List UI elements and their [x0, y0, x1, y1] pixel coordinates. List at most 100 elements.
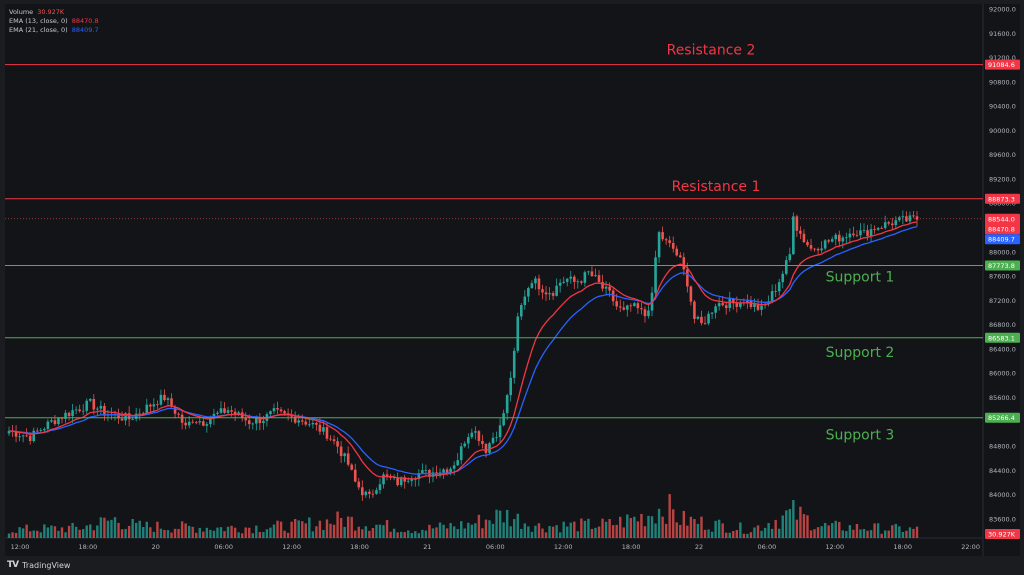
candle-body — [555, 285, 558, 296]
volume-bar — [329, 523, 332, 538]
candle-body — [837, 234, 841, 242]
volume-bar — [594, 527, 597, 538]
volume-bar — [636, 521, 640, 538]
volume-bar — [633, 516, 636, 538]
candle-body — [845, 237, 848, 239]
volume-bar — [915, 526, 919, 538]
candle-body — [382, 474, 385, 485]
candle-body — [576, 281, 580, 283]
candle-body — [484, 443, 488, 453]
time-tick-label: 22 — [695, 543, 703, 551]
candle-body — [534, 278, 537, 284]
candle-body — [901, 216, 905, 218]
volume-bar — [318, 520, 322, 538]
legend-ema21[interactable]: EMA (21, close, 0) 88409.7 — [9, 26, 99, 35]
candle-body — [883, 222, 887, 229]
candle-body — [608, 286, 611, 291]
candle-body — [276, 408, 279, 410]
volume-bar — [703, 529, 707, 538]
price-tick-label: 92000.0 — [989, 6, 1016, 14]
candle-body — [668, 240, 671, 243]
candle-body — [290, 415, 293, 417]
chart-area[interactable]: 92000.0 91600.0 91200.0 90800.0 90400.0 90000… — [5, 4, 1020, 556]
legend-ema13[interactable]: EMA (13, close, 0) 88470.8 — [9, 17, 99, 26]
volume-bar — [255, 525, 258, 538]
volume-bar — [322, 529, 325, 538]
volume-bar — [566, 526, 569, 538]
volume-bar — [714, 520, 717, 538]
price-tick-label: 89200.0 — [989, 175, 1016, 183]
volume-bar — [233, 527, 237, 538]
candle-body — [802, 233, 806, 243]
volume-bar — [297, 520, 300, 538]
volume-bar — [643, 526, 647, 538]
candle-body — [799, 230, 802, 234]
volume-bar — [279, 521, 283, 538]
candle-body — [717, 303, 721, 307]
volume-bar — [371, 527, 375, 538]
volume-bar — [339, 518, 343, 538]
volume-bar — [262, 532, 265, 538]
volume-bar — [152, 531, 156, 538]
time-tick-label: 18:00 — [622, 543, 641, 551]
legend-volume[interactable]: Volume 30.927K — [9, 8, 99, 17]
volume-bar — [548, 526, 551, 538]
volume-bar — [417, 533, 421, 538]
candle-body — [219, 408, 223, 413]
volume-bar — [887, 530, 890, 538]
volume-bar — [799, 506, 802, 538]
level-label: Resistance 2 — [667, 43, 756, 59]
volume-bar — [781, 515, 784, 538]
candle-body — [792, 216, 795, 255]
candle-body — [103, 405, 106, 416]
volume-bar — [696, 523, 700, 538]
tradingview-brand[interactable]: TV TradingView — [7, 560, 70, 570]
volume-bar — [445, 528, 449, 538]
candle-body — [601, 281, 604, 289]
candle-body — [859, 230, 862, 236]
candle-body — [202, 421, 205, 426]
volume-bar — [159, 528, 163, 538]
volume-bar — [364, 526, 368, 538]
volume-bar — [502, 522, 505, 538]
candle-body — [855, 235, 859, 236]
volume-bar — [763, 527, 767, 538]
volume-bar — [138, 520, 141, 538]
candle-body — [194, 422, 198, 424]
volume-bar — [852, 529, 855, 538]
volume-bar — [421, 529, 424, 538]
volume-bar — [99, 517, 103, 538]
candle-body — [774, 291, 777, 292]
candle-body — [272, 408, 276, 412]
price-tick-label: 87200.0 — [989, 297, 1016, 305]
candle-body — [728, 298, 732, 309]
volume-bar — [452, 526, 456, 538]
candle-body — [131, 419, 134, 420]
candle-body — [905, 216, 908, 222]
volume-bar — [848, 525, 852, 538]
volume-bar — [74, 526, 78, 538]
indicator-legend: Volume 30.927K EMA (13, close, 0) 88470.8 … — [9, 8, 99, 35]
candle-body — [731, 298, 735, 304]
volume-bar — [573, 521, 576, 538]
volume-bar — [580, 518, 583, 538]
candle-body — [57, 418, 60, 425]
volume-bar — [495, 509, 498, 538]
candle-body — [735, 303, 739, 307]
volume-bar — [541, 528, 544, 538]
candle-body — [636, 303, 640, 309]
candle-body — [325, 427, 329, 439]
candle-body — [18, 436, 21, 438]
candle-body — [449, 468, 452, 473]
volume-bar — [195, 532, 198, 538]
candle-body — [852, 233, 855, 236]
candle-body — [661, 232, 664, 240]
volume-bar — [223, 531, 226, 538]
volume-bar — [39, 532, 42, 538]
volume-bar — [134, 522, 138, 538]
candle-body — [226, 410, 230, 413]
volume-bar — [399, 531, 403, 538]
candle-body — [693, 301, 696, 319]
volume-bar — [700, 516, 703, 538]
volume-bar — [89, 524, 92, 538]
